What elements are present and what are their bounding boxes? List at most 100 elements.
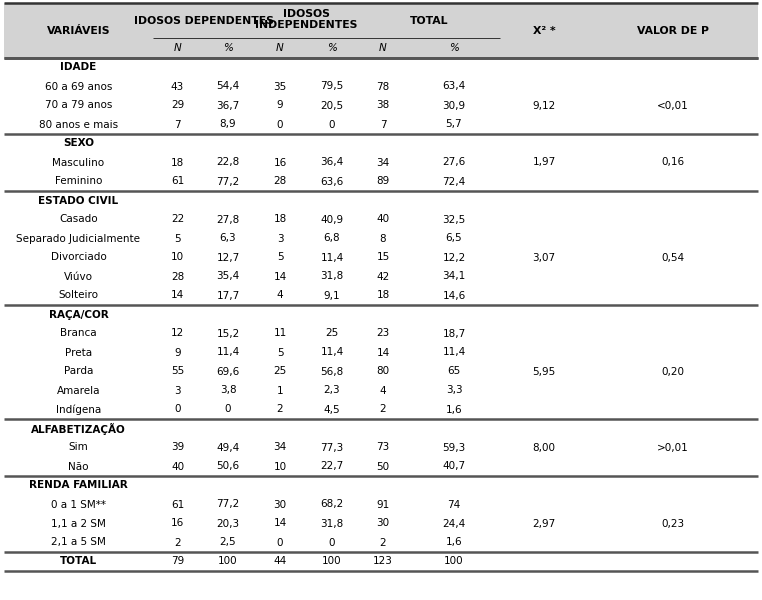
Text: 14: 14 [274, 271, 287, 281]
Text: 20,5: 20,5 [321, 100, 344, 110]
Text: 36,7: 36,7 [216, 100, 239, 110]
Text: 0,23: 0,23 [661, 518, 684, 529]
Text: SEXO: SEXO [63, 139, 94, 148]
Text: 63,4: 63,4 [443, 82, 466, 91]
Text: <0,01: <0,01 [657, 100, 689, 110]
Text: 50: 50 [376, 461, 389, 472]
Text: 16: 16 [274, 157, 287, 167]
Text: 0: 0 [225, 404, 231, 415]
Text: 38: 38 [376, 100, 389, 110]
Text: 22,8: 22,8 [216, 157, 239, 167]
Text: 0,20: 0,20 [661, 367, 684, 377]
Text: 1,6: 1,6 [446, 404, 463, 415]
Text: 17,7: 17,7 [216, 290, 239, 301]
Text: 100: 100 [444, 557, 464, 566]
Text: 5: 5 [277, 253, 283, 263]
Text: 6,8: 6,8 [324, 233, 341, 244]
Text: 32,5: 32,5 [443, 214, 466, 224]
Text: 30,9: 30,9 [443, 100, 466, 110]
Text: 100: 100 [322, 557, 342, 566]
Text: 77,2: 77,2 [216, 176, 239, 187]
Text: RAÇA/COR: RAÇA/COR [49, 310, 108, 319]
Text: %: % [223, 43, 233, 53]
Text: N: N [174, 43, 181, 53]
Text: 40: 40 [376, 214, 389, 224]
Text: 30: 30 [274, 499, 287, 509]
Text: 70 a 79 anos: 70 a 79 anos [45, 100, 112, 110]
Text: Feminino: Feminino [55, 176, 102, 187]
Text: 14: 14 [376, 347, 389, 358]
Text: 63,6: 63,6 [320, 176, 344, 187]
Text: 9: 9 [174, 347, 181, 358]
Text: Amarela: Amarela [56, 385, 101, 395]
Text: 43: 43 [171, 82, 184, 91]
Text: 7: 7 [379, 119, 386, 130]
Text: TOTAL: TOTAL [410, 16, 448, 25]
Text: RENDA FAMILIAR: RENDA FAMILIAR [29, 481, 128, 491]
Text: 91: 91 [376, 499, 389, 509]
Text: 49,4: 49,4 [216, 443, 239, 452]
Text: 8: 8 [379, 233, 386, 244]
Text: 89: 89 [376, 176, 389, 187]
Text: 3: 3 [174, 385, 181, 395]
Text: 11: 11 [274, 329, 287, 338]
Text: 3,07: 3,07 [533, 253, 555, 263]
Text: 15: 15 [376, 253, 389, 263]
Text: 54,4: 54,4 [216, 82, 239, 91]
Text: 18,7: 18,7 [443, 329, 466, 338]
Text: 12,2: 12,2 [443, 253, 466, 263]
Text: VARIÁVEIS: VARIÁVEIS [46, 25, 110, 35]
Text: 56,8: 56,8 [320, 367, 344, 377]
Text: 59,3: 59,3 [443, 443, 466, 452]
Text: 2: 2 [379, 538, 386, 547]
Text: 7: 7 [174, 119, 181, 130]
Text: 14: 14 [274, 518, 287, 529]
Text: 65: 65 [447, 367, 460, 377]
Text: Viúvo: Viúvo [64, 271, 93, 281]
Text: 31,8: 31,8 [320, 518, 344, 529]
Text: 3,8: 3,8 [219, 385, 236, 395]
Text: 10: 10 [274, 461, 287, 472]
Text: 2,97: 2,97 [533, 518, 555, 529]
Text: Separado Judicialmente: Separado Judicialmente [17, 233, 140, 244]
Text: 3: 3 [277, 233, 283, 244]
Text: Não: Não [69, 461, 88, 472]
Text: 12,7: 12,7 [216, 253, 239, 263]
Text: 1,6: 1,6 [446, 538, 463, 547]
Text: 60 a 69 anos: 60 a 69 anos [45, 82, 112, 91]
Text: 25: 25 [274, 367, 287, 377]
Text: 79: 79 [171, 557, 184, 566]
Text: 5,7: 5,7 [446, 119, 463, 130]
Text: TOTAL: TOTAL [60, 557, 97, 566]
Text: 0,54: 0,54 [661, 253, 684, 263]
Text: 14: 14 [171, 290, 184, 301]
Text: 35: 35 [274, 82, 287, 91]
Text: 69,6: 69,6 [216, 367, 239, 377]
Text: 9: 9 [277, 100, 283, 110]
Text: 23: 23 [376, 329, 389, 338]
Text: 1: 1 [277, 385, 283, 395]
Text: X² *: X² * [533, 25, 555, 35]
Text: IDOSOS
INDEPENDENTES: IDOSOS INDEPENDENTES [255, 8, 357, 30]
Text: 2: 2 [277, 404, 283, 415]
Text: ESTADO CIVIL: ESTADO CIVIL [38, 196, 119, 205]
Text: 72,4: 72,4 [443, 176, 466, 187]
Text: 27,8: 27,8 [216, 214, 239, 224]
Text: 2,5: 2,5 [219, 538, 236, 547]
Text: 4: 4 [277, 290, 283, 301]
Text: 5: 5 [277, 347, 283, 358]
Text: 79,5: 79,5 [320, 82, 344, 91]
Text: 4: 4 [379, 385, 386, 395]
Text: 34,1: 34,1 [443, 271, 466, 281]
Text: 78: 78 [376, 82, 389, 91]
Text: IDADE: IDADE [60, 62, 97, 73]
Text: 29: 29 [171, 100, 184, 110]
Text: 100: 100 [218, 557, 238, 566]
Text: 5: 5 [174, 233, 181, 244]
Text: 2: 2 [379, 404, 386, 415]
Text: Indígena: Indígena [56, 404, 101, 415]
Text: 77,3: 77,3 [320, 443, 344, 452]
Text: 68,2: 68,2 [320, 499, 344, 509]
Text: 22,7: 22,7 [320, 461, 344, 472]
Text: 8,9: 8,9 [219, 119, 236, 130]
